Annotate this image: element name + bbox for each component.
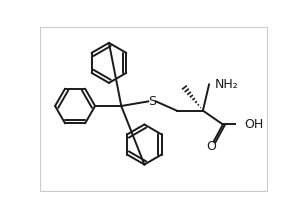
Text: NH₂: NH₂ [215,78,239,91]
Text: S: S [148,95,156,108]
Text: OH: OH [245,118,264,131]
Text: O: O [206,140,216,152]
